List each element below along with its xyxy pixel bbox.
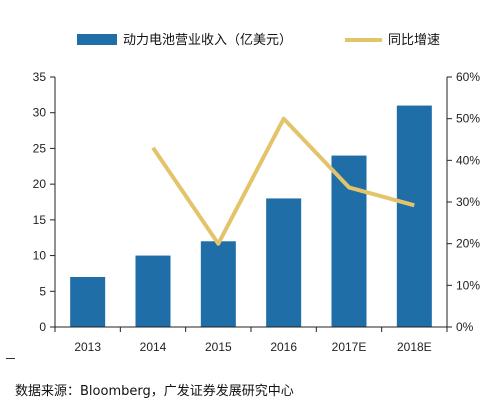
legend-line-label: 同比增速 [388,33,440,48]
y-right-tick-label: 40% [456,153,480,167]
bar-2014 [135,255,171,327]
y-left-tick-label: 35 [33,70,47,84]
y-right-tick-label: 20% [456,237,480,251]
x-tick-label: 2018E [397,340,432,354]
y-left-tick-label: 0 [39,320,46,334]
corner-mark [6,358,15,359]
legend: 动力电池营业收入（亿美元） 同比增速 [77,33,440,48]
y-right-tick-label: 50% [456,112,480,126]
y-right-tick-label: 30% [456,195,480,209]
legend-bar-swatch [77,34,117,45]
bar-2018E [396,105,432,327]
plot-area: 0 5 10 15 20 25 30 35 0% 10% 20% 30% 40% 50% 60% 2013 20… [33,70,481,354]
bar-2016 [266,198,302,327]
y-right-tick-label: 0% [456,320,474,334]
legend-bar-label: 动力电池营业收入（亿美元） [123,33,292,48]
bar-2017E [331,155,367,327]
y-left-tick-label: 5 [39,284,46,298]
x-tick-label: 2016 [270,340,297,354]
x-tick-label: 2015 [205,340,232,354]
y-left-tick-label: 30 [33,106,47,120]
x-tick-label: 2013 [74,340,101,354]
source-note: 数据来源：Bloomberg，广发证券发展研究中心 [15,384,294,399]
x-tick-label: 2017E [332,340,367,354]
x-tick-label: 2014 [140,340,167,354]
y-left-tick-label: 20 [33,177,47,191]
y-right-tick-label: 60% [456,70,480,84]
bar-2015 [200,241,236,327]
y-right-tick-label: 10% [456,278,480,292]
growth-rate-line [151,116,415,246]
y-left-tick-label: 25 [33,141,47,155]
y-left-tick-label: 10 [33,249,47,263]
bar-2013 [70,277,106,327]
y-left-tick-label: 15 [33,213,47,227]
